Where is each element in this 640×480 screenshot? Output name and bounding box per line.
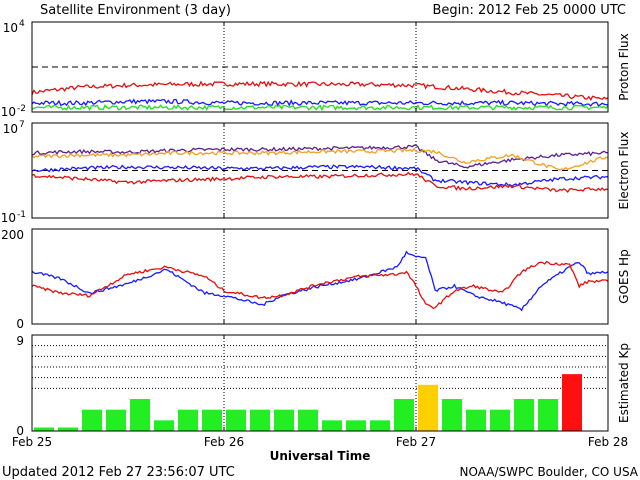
kp-bar [58, 427, 78, 431]
kp-bar [394, 399, 414, 431]
panel-frame [31, 334, 609, 432]
series-line-red [31, 260, 609, 310]
kp-bar [538, 399, 558, 431]
estimated-kp-panel: 9 0 Estimated Kp [16, 334, 631, 438]
x-axis-ticks: Feb 25 Feb 26 Feb 27 Feb 28 [12, 435, 628, 449]
series-line-blue [31, 250, 609, 312]
y-tick-exponent-top: 4 [19, 19, 25, 29]
panel-ylabel: Estimated Kp [617, 343, 631, 423]
kp-bar [106, 409, 126, 431]
kp-bar [154, 420, 174, 431]
chart-title: Satellite Environment (3 day) [40, 3, 231, 18]
y-tick-label-bottom: 10 [1, 211, 16, 225]
panel-ylabel: Proton Flux [617, 33, 631, 100]
kp-bar [130, 399, 150, 431]
y-tick-exponent-bottom: -1 [17, 210, 26, 220]
series-line-red [31, 171, 609, 194]
series-line-green [31, 104, 609, 112]
y-tick-label-top: 10 [3, 21, 18, 35]
y-tick-label-bottom: 0 [16, 424, 24, 438]
x-tick-feb25: Feb 25 [12, 435, 52, 449]
y-tick-exponent-bottom: -2 [17, 104, 26, 114]
series-line-red [31, 80, 609, 102]
kp-bar [466, 409, 486, 431]
kp-bar [226, 409, 246, 431]
y-tick-label-top: 200 [1, 228, 24, 242]
kp-bar [370, 420, 390, 431]
x-axis-label: Universal Time [270, 449, 371, 463]
series-line-purple [31, 144, 609, 169]
series-line-orange [31, 147, 609, 171]
kp-bar [322, 420, 342, 431]
y-tick-exponent-top: 7 [19, 120, 25, 130]
kp-bar [562, 374, 582, 431]
kp-bar [82, 409, 102, 431]
begin-time: Begin: 2012 Feb 25 0000 UTC [432, 3, 626, 18]
kp-bar [298, 409, 318, 431]
updated-timestamp: Updated 2012 Feb 27 23:56:07 UTC [2, 465, 235, 480]
panel-ylabel: GOES Hp [617, 249, 631, 303]
kp-bar [514, 399, 534, 431]
y-tick-label-top: 9 [16, 334, 24, 348]
y-tick-label-bottom: 0 [16, 317, 24, 331]
y-tick-label-bottom: 10 [1, 105, 16, 119]
kp-bar [418, 384, 438, 431]
panel-ylabel: Electron Flux [617, 132, 631, 210]
kp-bar [442, 399, 462, 431]
y-tick-label-top: 10 [3, 122, 18, 136]
panel-frame [31, 228, 609, 325]
kp-bar [250, 409, 270, 431]
x-tick-feb27: Feb 27 [396, 435, 436, 449]
goes-hp-panel: 200 0 GOES Hp [1, 228, 631, 331]
x-tick-feb28: Feb 28 [588, 435, 628, 449]
series-line-blue [31, 98, 609, 108]
kp-bar [178, 409, 198, 431]
panel-frame [31, 122, 609, 219]
source-credit: NOAA/SWPC Boulder, CO USA [460, 465, 639, 479]
panel-frame [31, 21, 609, 113]
kp-bar [346, 420, 366, 431]
series-line-blue [31, 164, 609, 188]
x-tick-feb26: Feb 26 [204, 435, 244, 449]
kp-bar [490, 409, 510, 431]
kp-bar [202, 409, 222, 431]
kp-bar [274, 409, 294, 431]
kp-bar [34, 427, 54, 431]
